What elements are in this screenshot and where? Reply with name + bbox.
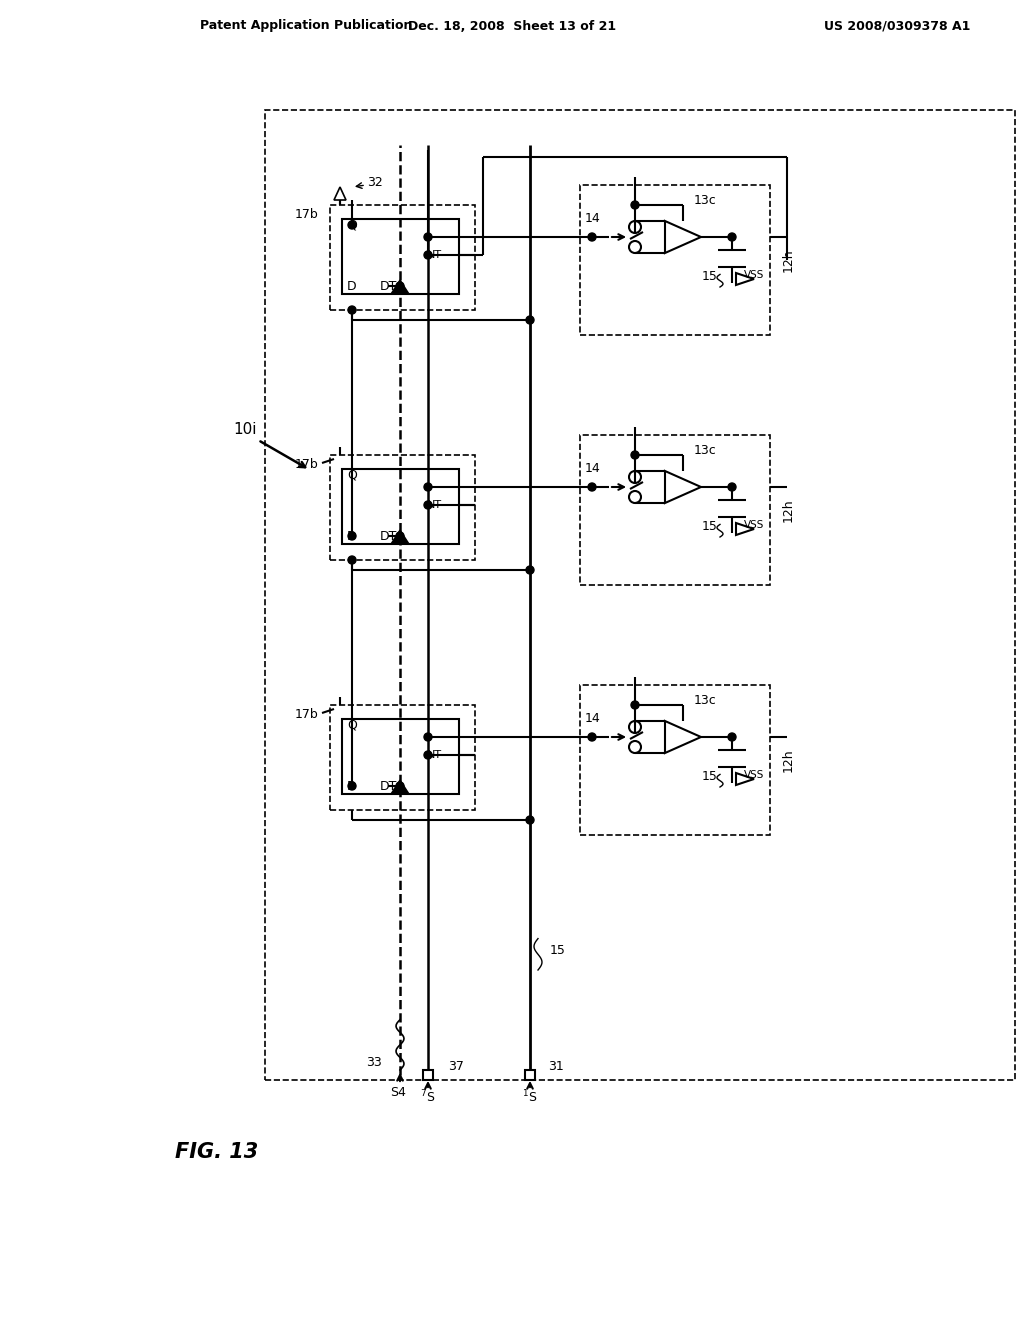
Circle shape: [728, 483, 736, 491]
Text: DT: DT: [379, 780, 396, 792]
Text: VSS: VSS: [743, 271, 764, 280]
Text: NT: NT: [426, 249, 441, 260]
Circle shape: [631, 701, 639, 709]
Text: 12h: 12h: [781, 498, 795, 521]
Text: NT: NT: [426, 750, 441, 760]
Circle shape: [424, 733, 432, 741]
Circle shape: [631, 451, 639, 459]
Text: 17b: 17b: [294, 709, 318, 722]
Circle shape: [588, 234, 596, 242]
Text: DT: DT: [379, 280, 396, 293]
Text: 12h: 12h: [781, 248, 795, 272]
Circle shape: [631, 201, 639, 209]
Text: S4: S4: [390, 1085, 406, 1098]
Text: Q: Q: [347, 219, 357, 231]
Bar: [580, 436, 770, 585]
Polygon shape: [665, 721, 701, 752]
Polygon shape: [736, 273, 754, 285]
Polygon shape: [736, 774, 754, 785]
Text: Q: Q: [347, 718, 357, 731]
Text: $^7$S: $^7$S: [421, 1089, 435, 1105]
Circle shape: [348, 781, 356, 789]
Circle shape: [588, 483, 596, 491]
Text: 37: 37: [449, 1060, 464, 1073]
Polygon shape: [665, 471, 701, 503]
Text: DT: DT: [379, 529, 396, 543]
Text: 13c: 13c: [693, 693, 717, 706]
Text: Patent Application Publication: Patent Application Publication: [200, 20, 413, 33]
Text: D: D: [347, 280, 356, 293]
Text: 32: 32: [368, 177, 383, 190]
Text: US 2008/0309378 A1: US 2008/0309378 A1: [824, 20, 971, 33]
Bar: [330, 205, 475, 310]
Polygon shape: [665, 220, 701, 253]
Circle shape: [424, 483, 432, 491]
Circle shape: [424, 751, 432, 759]
Polygon shape: [391, 531, 409, 544]
Bar: [342, 469, 459, 544]
Circle shape: [424, 251, 432, 259]
Text: VSS: VSS: [743, 520, 764, 531]
Text: 31: 31: [548, 1060, 564, 1073]
Circle shape: [728, 234, 736, 242]
Polygon shape: [391, 780, 409, 795]
Text: 10i: 10i: [233, 422, 257, 437]
Text: 15: 15: [702, 520, 718, 533]
Text: 15: 15: [550, 944, 566, 957]
Text: 14: 14: [585, 213, 601, 226]
Text: NT: NT: [426, 500, 441, 510]
Text: 33: 33: [367, 1056, 382, 1069]
Bar: [342, 219, 459, 294]
Text: 13c: 13c: [693, 444, 717, 457]
Circle shape: [526, 315, 534, 323]
Circle shape: [348, 532, 356, 540]
Bar: [342, 719, 459, 795]
Bar: [580, 185, 770, 335]
Bar: [580, 685, 770, 836]
Circle shape: [728, 733, 736, 741]
Text: 14: 14: [585, 713, 601, 726]
Text: D: D: [347, 529, 356, 543]
Text: 15: 15: [702, 271, 718, 284]
Circle shape: [396, 282, 404, 290]
Text: $^1$S: $^1$S: [522, 1089, 538, 1105]
Text: 17b: 17b: [294, 458, 318, 471]
Text: 12h: 12h: [781, 748, 795, 772]
Polygon shape: [391, 280, 409, 294]
Circle shape: [424, 234, 432, 242]
Text: FIG. 13: FIG. 13: [175, 1142, 258, 1162]
Text: 17b: 17b: [294, 209, 318, 222]
Text: 15: 15: [702, 771, 718, 784]
Text: 13c: 13c: [693, 194, 717, 206]
Text: VSS: VSS: [743, 770, 764, 780]
Text: Dec. 18, 2008  Sheet 13 of 21: Dec. 18, 2008 Sheet 13 of 21: [408, 20, 616, 33]
Polygon shape: [334, 187, 346, 201]
Text: 14: 14: [585, 462, 601, 475]
Bar: [330, 455, 475, 560]
Bar: [265, 110, 1015, 1080]
Circle shape: [348, 556, 356, 564]
Polygon shape: [736, 523, 754, 535]
Circle shape: [588, 733, 596, 741]
Circle shape: [396, 532, 404, 540]
Bar: [423, 1071, 433, 1080]
Circle shape: [526, 816, 534, 824]
Circle shape: [526, 566, 534, 574]
Bar: [330, 705, 475, 810]
Text: Q: Q: [347, 469, 357, 482]
Bar: [525, 1071, 535, 1080]
Circle shape: [348, 306, 356, 314]
Circle shape: [396, 781, 404, 789]
Circle shape: [348, 220, 356, 228]
Circle shape: [424, 502, 432, 510]
Text: D: D: [347, 780, 356, 792]
